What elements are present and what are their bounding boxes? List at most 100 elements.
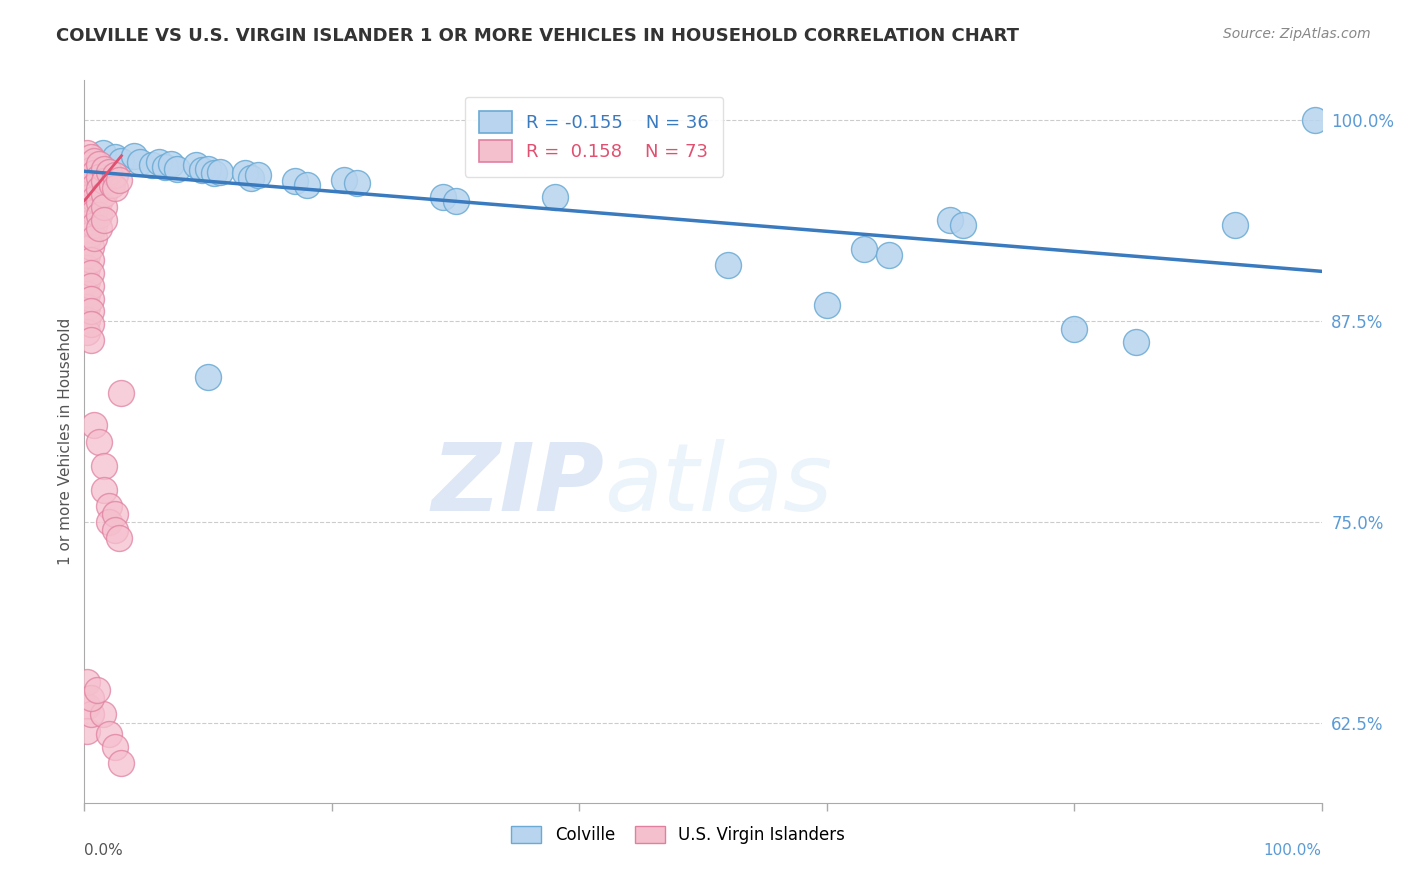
Point [86,683,108,698]
Point [83,418,105,433]
Legend: Colville, U.S. Virgin Islanders: Colville, U.S. Virgin Islanders [503,817,853,852]
Point [1305,113,1327,128]
Point [93,483,115,497]
Point [153,160,176,174]
Point [93,200,115,214]
Point [160,157,183,171]
Point [110,153,132,168]
Point [79,227,101,242]
Point [76,274,98,288]
Point [952,218,974,232]
Point [76,248,98,262]
Text: Source: ZipAtlas.com: Source: ZipAtlas.com [1223,27,1371,41]
Point [852,242,875,256]
Point [240,171,263,186]
Point [79,691,101,706]
Point [89,157,111,171]
Point [104,168,127,182]
Point [104,739,127,754]
Point [122,149,145,163]
Point [83,179,105,194]
Point [79,240,101,254]
Point [76,184,98,198]
Point [76,723,98,738]
Point [79,334,101,348]
Point [91,145,114,160]
Point [295,178,318,192]
Text: 100.0%: 100.0% [1264,843,1322,857]
Point [1063,322,1085,336]
Point [333,173,356,187]
Point [89,221,111,235]
Point [93,174,115,188]
Point [98,165,121,179]
Point [110,756,132,770]
Point [91,707,114,722]
Point [108,531,131,545]
Point [717,258,740,272]
Point [79,304,101,318]
Point [79,292,101,306]
Point [79,266,101,280]
Point [284,174,307,188]
Text: ZIP: ZIP [432,439,605,531]
Point [83,153,105,168]
Point [79,163,101,178]
Point [76,300,98,314]
Point [79,253,101,268]
Point [202,166,225,180]
Point [83,166,105,180]
Point [79,176,101,190]
Point [79,278,101,293]
Point [83,205,105,219]
Point [93,213,115,227]
Point [197,161,219,176]
Point [104,507,127,521]
Point [76,326,98,340]
Point [444,194,467,208]
Point [89,208,111,222]
Point [83,230,105,244]
Text: COLVILLE VS U.S. VIRGIN ISLANDER 1 OR MORE VEHICLES IN HOUSEHOLD CORRELATION CHA: COLVILLE VS U.S. VIRGIN ISLANDER 1 OR MO… [56,27,1019,45]
Point [83,192,105,206]
Point [76,261,98,276]
Point [104,523,127,537]
Point [129,155,152,169]
Point [83,218,105,232]
Point [233,166,256,180]
Point [246,168,269,182]
Point [877,248,900,262]
Point [108,173,131,187]
Point [76,210,98,224]
Point [79,214,101,228]
Point [89,195,111,210]
Point [76,222,98,236]
Point [939,213,962,227]
Point [104,181,127,195]
Point [76,158,98,172]
Point [184,158,207,172]
Point [141,158,163,172]
Point [79,202,101,216]
Point [432,190,454,204]
Point [76,286,98,301]
Point [148,155,170,169]
Text: atlas: atlas [605,440,832,531]
Point [100,178,122,192]
Point [166,161,188,176]
Point [79,150,101,164]
Point [76,699,98,714]
Point [76,235,98,250]
Point [76,197,98,211]
Point [76,171,98,186]
Point [1223,218,1246,232]
Y-axis label: 1 or more Vehicles in Household: 1 or more Vehicles in Household [58,318,73,566]
Point [98,727,121,741]
Point [197,370,219,384]
Point [93,161,115,176]
Point [209,165,232,179]
Point [346,176,368,190]
Point [104,150,127,164]
Point [543,190,565,204]
Point [76,145,98,160]
